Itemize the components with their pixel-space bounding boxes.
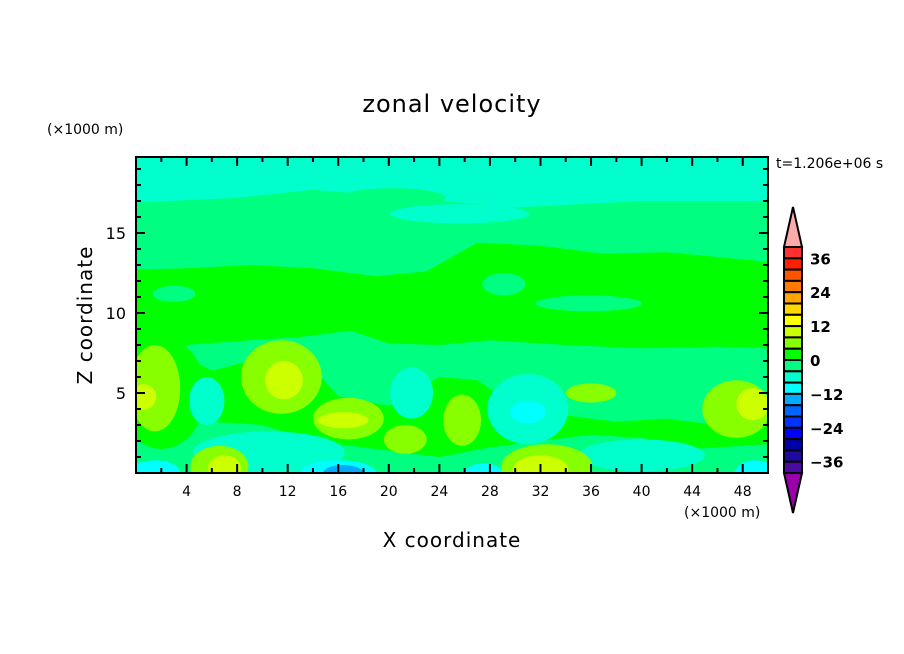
- colorbar-box: [783, 415, 803, 429]
- colorbar-box: [783, 347, 803, 362]
- contour-region: [136, 460, 181, 473]
- contour-field: [136, 157, 768, 473]
- colorbar-box: [783, 279, 803, 294]
- colorbar-box: [783, 449, 803, 463]
- plot-frame: [135, 156, 769, 474]
- y-unit-label: (×1000 m): [47, 122, 123, 138]
- contour-region: [136, 384, 157, 410]
- y-tick-label: 15: [106, 224, 126, 243]
- colorbar-label: −24: [810, 420, 843, 438]
- colorbar-box: [783, 313, 803, 328]
- colorbar-label: 12: [810, 318, 831, 336]
- y-tick-label: 5: [116, 384, 126, 403]
- colorbar-box: [783, 438, 803, 452]
- contour-region: [482, 273, 526, 296]
- y-axis-label: Z coordinate: [73, 246, 97, 385]
- colorbar-box: [783, 302, 803, 316]
- colorbar-box: [783, 268, 803, 282]
- x-tick-label: 40: [633, 484, 651, 500]
- colorbar-label: −12: [810, 386, 843, 404]
- colorbar-box: [783, 460, 803, 475]
- colorbar-box: [783, 359, 803, 373]
- colorbar-label: 24: [810, 284, 831, 302]
- contour-region: [323, 465, 364, 473]
- contour-region: [383, 425, 427, 454]
- colorbar-label: −36: [810, 454, 843, 472]
- y-tick-label: 10: [106, 304, 126, 323]
- colorbar-label: 36: [810, 250, 831, 268]
- contour-region: [136, 345, 181, 432]
- x-tick-label: 32: [532, 484, 550, 500]
- contour-region: [189, 377, 225, 425]
- x-axis-label: X coordinate: [383, 528, 522, 552]
- colorbar-box: [783, 426, 803, 441]
- x-unit-label: (×1000 m): [684, 505, 760, 521]
- contour-region: [339, 188, 446, 208]
- x-tick-label: 44: [683, 484, 701, 500]
- contour-region: [136, 242, 768, 349]
- colorbar-box: [783, 392, 803, 407]
- colorbar-under-triangle: [782, 472, 804, 514]
- colorbar-box: [783, 257, 803, 271]
- x-tick-label: 24: [430, 484, 448, 500]
- colorbar-box: [783, 381, 803, 395]
- x-tick-label: 16: [329, 484, 347, 500]
- contour-region: [390, 367, 434, 419]
- colorbar-box: [783, 325, 803, 339]
- x-tick-label: 12: [279, 484, 297, 500]
- contour-region: [264, 361, 303, 400]
- colorbar-over-triangle: [782, 206, 804, 248]
- colorbar: 36 24 12 0 −12 −24 −36: [782, 206, 843, 514]
- contour-region: [152, 285, 196, 302]
- contour-region: [565, 383, 617, 403]
- colorbar-box: [783, 336, 803, 350]
- contour-region: [578, 439, 705, 472]
- contour-region: [208, 455, 241, 473]
- x-tick-label: 8: [233, 484, 242, 500]
- colorbar-box: [783, 404, 803, 418]
- colorbar-box: [783, 370, 803, 384]
- contour-region: [443, 394, 482, 446]
- colorbar-label: 0: [810, 352, 820, 370]
- colorbar-box: [783, 291, 803, 305]
- chart-title: zonal velocity: [362, 90, 541, 118]
- contour-region: [390, 204, 530, 224]
- x-tick-label: 36: [582, 484, 600, 500]
- x-tick-label: 48: [734, 484, 752, 500]
- time-label: t=1.206e+06 s: [776, 156, 883, 172]
- colorbar-box: [783, 246, 803, 260]
- x-tick-label: 4: [182, 484, 191, 500]
- x-tick-label: 20: [380, 484, 398, 500]
- contour-region: [510, 401, 546, 424]
- contour-region: [736, 388, 768, 421]
- contour-region: [535, 295, 642, 312]
- x-tick-label: 28: [481, 484, 499, 500]
- contour-region: [464, 463, 503, 473]
- contour-region: [318, 412, 369, 429]
